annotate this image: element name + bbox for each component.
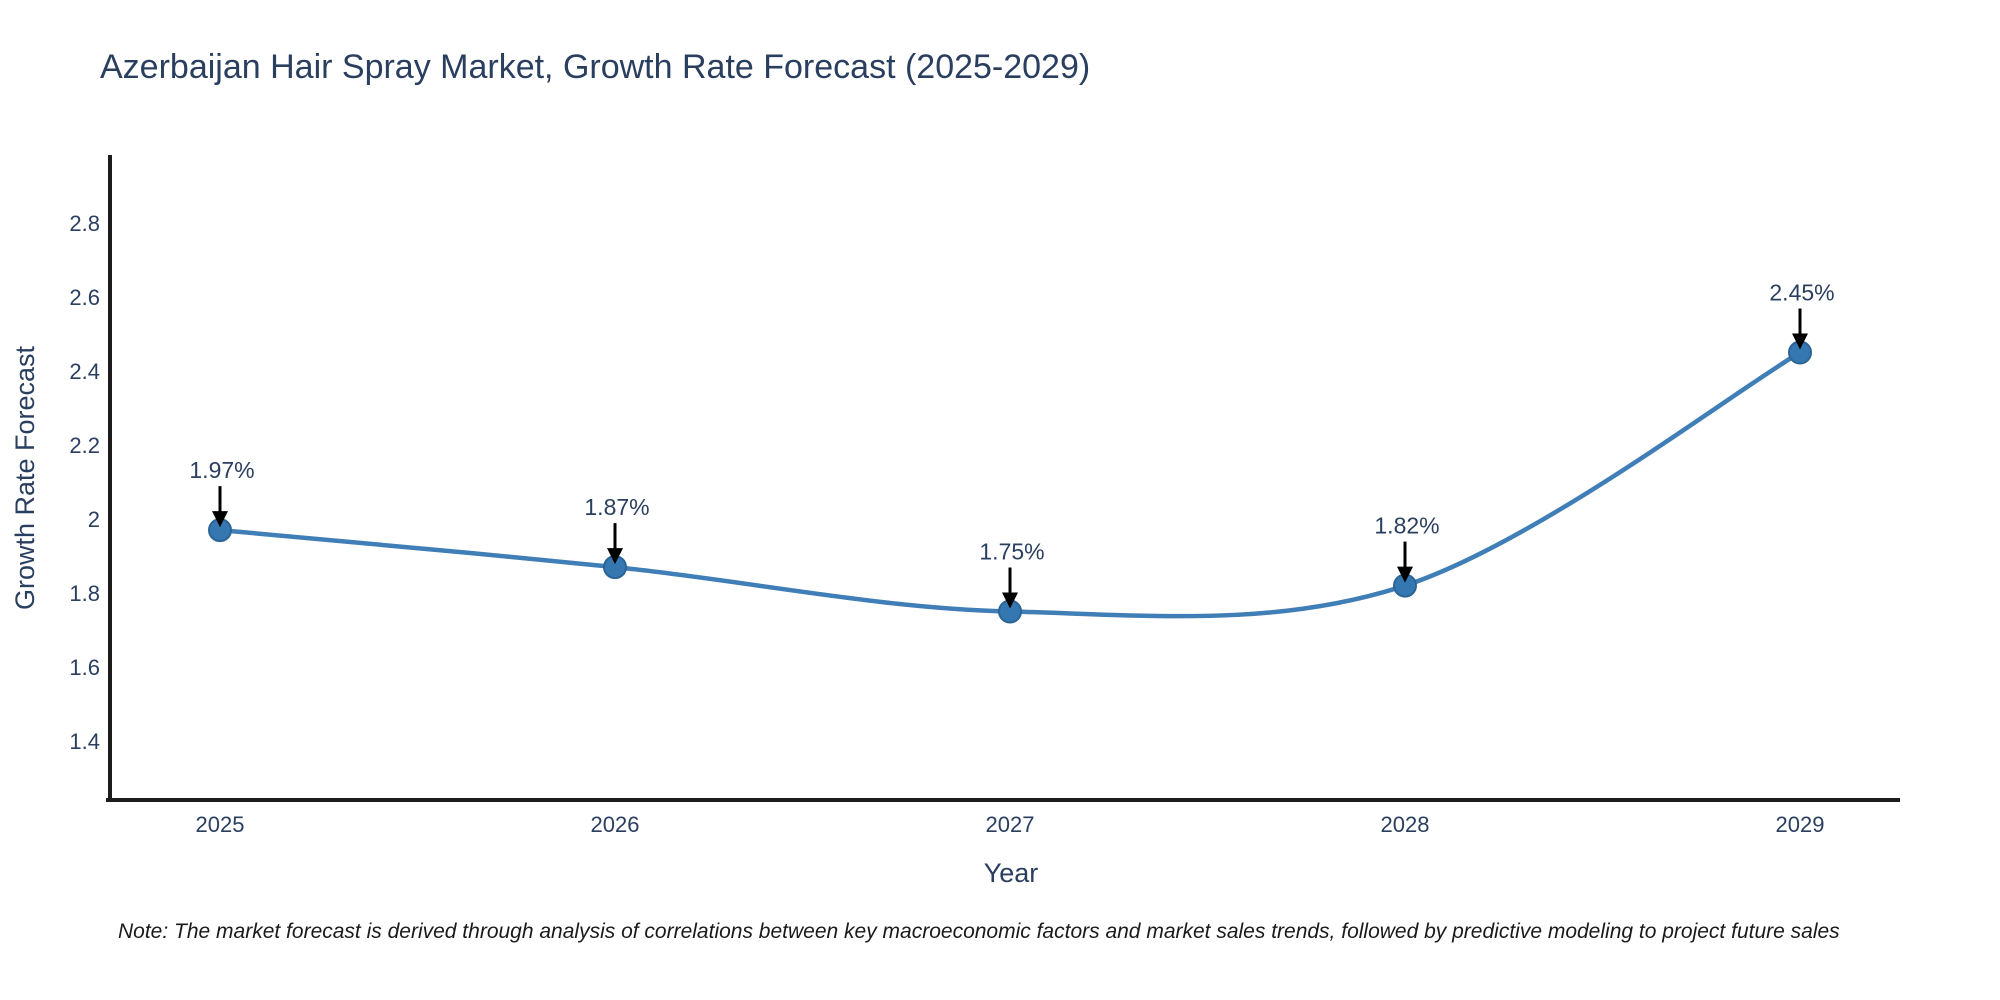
y-tick-label: 2.6: [69, 285, 100, 310]
data-point-layer: [208, 340, 1812, 624]
point-annotation-label: 2.45%: [1769, 280, 1834, 306]
annotation-layer: 1.97% 1.87% 1.75% 1.82% 2.45%: [189, 280, 1835, 609]
x-tick-label: 2025: [196, 812, 245, 837]
y-tick-label: 2.4: [69, 359, 100, 384]
point-annotation-label: 1.75%: [979, 539, 1044, 565]
x-tick-label: 2027: [986, 812, 1035, 837]
x-axis-ticks: 2025 2026 2027 2028 2029: [196, 812, 1825, 837]
point-annotation-label: 1.82%: [1374, 513, 1439, 539]
point-annotation-label: 1.87%: [584, 494, 649, 520]
annotation-arrow-head: [1002, 592, 1018, 609]
x-tick-label: 2028: [1381, 812, 1430, 837]
y-tick-label: 1.8: [69, 581, 100, 606]
annotation-arrow-head: [1792, 333, 1808, 350]
footnote: Note: The market forecast is derived thr…: [118, 920, 1840, 943]
x-axis-title: Year: [984, 858, 1039, 888]
chart-title: Azerbaijan Hair Spray Market, Growth Rat…: [100, 48, 1090, 86]
y-tick-label: 2.2: [69, 433, 100, 458]
annotation-arrow-head: [1397, 566, 1413, 583]
x-tick-label: 2029: [1776, 812, 1825, 837]
y-axis-title: Growth Rate Forecast: [10, 345, 40, 610]
annotation-arrow-head: [607, 548, 623, 565]
y-axis-ticks: 2.8 2.6 2.4 2.2 2 1.8 1.6 1.4: [69, 211, 100, 754]
point-annotation-label: 1.97%: [189, 457, 254, 483]
x-tick-label: 2026: [591, 812, 640, 837]
y-tick-label: 1.4: [69, 729, 100, 754]
y-tick-label: 2: [88, 507, 100, 532]
y-tick-label: 2.8: [69, 211, 100, 236]
annotation-arrow-head: [212, 511, 228, 528]
y-tick-label: 1.6: [69, 655, 100, 680]
